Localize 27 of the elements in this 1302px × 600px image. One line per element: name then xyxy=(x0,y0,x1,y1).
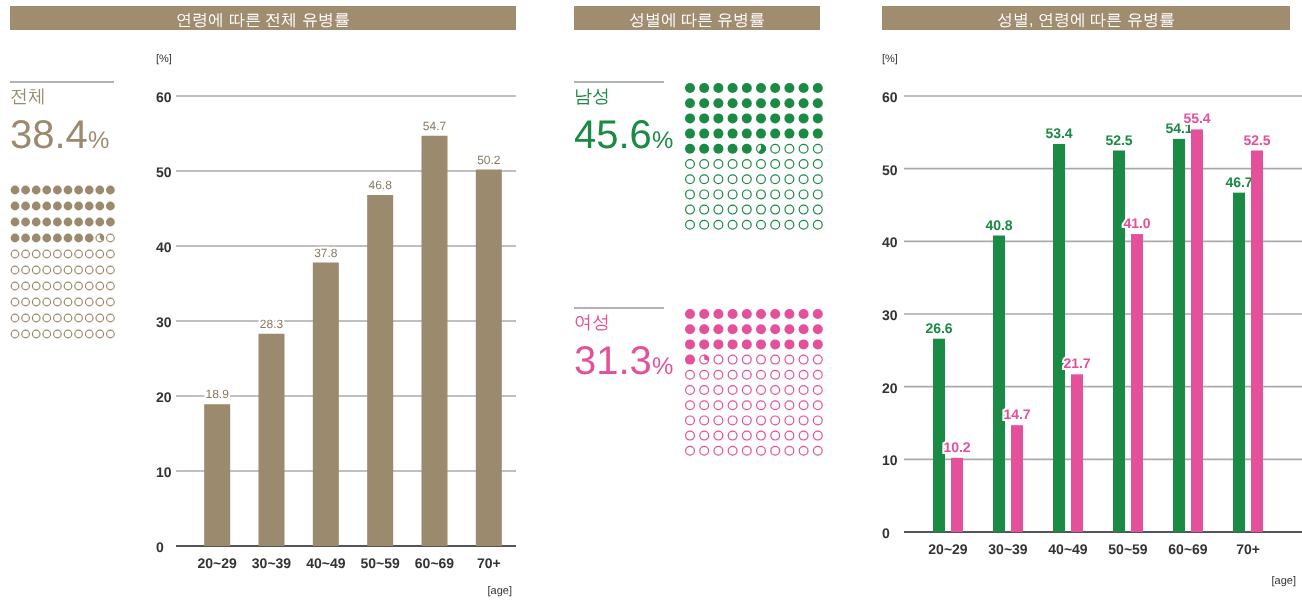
bar xyxy=(1053,143,1065,532)
bar xyxy=(1071,374,1083,532)
bar xyxy=(258,333,285,546)
bar xyxy=(1173,138,1185,532)
data-label: 45.6% xyxy=(574,114,674,158)
data-label: 38.4% xyxy=(10,114,110,158)
bar xyxy=(1251,150,1263,532)
bar xyxy=(204,404,231,546)
chart-title: 연령에 따른 전체 유병률 xyxy=(176,11,350,29)
text: 성별에 따른 유병률 xyxy=(628,11,766,29)
category-label: 남성 xyxy=(574,86,610,106)
bar xyxy=(1233,192,1245,532)
bar xyxy=(1131,234,1143,532)
data-label: 31.3% xyxy=(574,340,674,384)
bar xyxy=(1113,150,1125,532)
bar xyxy=(933,338,945,532)
category-label: 전체 xyxy=(10,86,46,106)
bar xyxy=(475,169,502,546)
bar xyxy=(312,262,339,546)
category-label: 여성 xyxy=(574,312,610,332)
bar xyxy=(421,135,448,546)
bar xyxy=(367,195,394,546)
bar xyxy=(993,235,1005,532)
bar xyxy=(1191,129,1203,532)
bar xyxy=(951,457,963,532)
chart-title: 성별, 연령에 따른 유병률 xyxy=(997,11,1175,29)
bar xyxy=(1011,425,1023,532)
